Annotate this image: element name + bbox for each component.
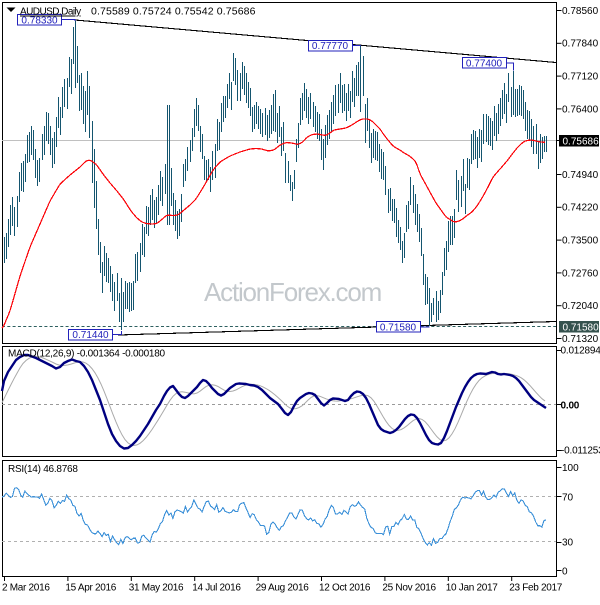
svg-text:0.00: 0.00 [561,400,580,411]
svg-text:0.71440: 0.71440 [72,330,109,341]
svg-text:0.77840: 0.77840 [562,39,599,50]
svg-text:0.74940: 0.74940 [562,170,599,181]
svg-text:15 Apr 2016: 15 Apr 2016 [65,583,116,594]
svg-text:-0.011253: -0.011253 [561,446,600,457]
svg-text:23 Feb 2017: 23 Feb 2017 [509,583,563,594]
svg-text:0.77400: 0.77400 [466,59,503,70]
svg-text:0.76400: 0.76400 [562,104,599,115]
svg-text:0.73500: 0.73500 [562,236,599,247]
svg-text:12 Oct 2016: 12 Oct 2016 [319,583,371,594]
svg-text:AUDUSD.Daily: AUDUSD.Daily [20,7,81,18]
svg-text:0.75686: 0.75686 [563,136,600,147]
svg-text:RSI(14) 46.8768: RSI(14) 46.8768 [8,464,78,475]
svg-text:0.71320: 0.71320 [562,334,599,345]
svg-text:70: 70 [562,492,574,503]
svg-text:0.72040: 0.72040 [562,301,599,312]
svg-text:0: 0 [562,566,568,577]
svg-text:29 Aug 2016: 29 Aug 2016 [256,583,310,594]
svg-text:0.012894: 0.012894 [561,345,600,356]
svg-text:0.77120: 0.77120 [562,72,599,83]
svg-text:MACD(12,26,9) -0.001364 -0.000: MACD(12,26,9) -0.001364 -0.000180 [8,349,166,360]
svg-text:10 Jan 2017: 10 Jan 2017 [446,583,498,594]
svg-text:ActionForex.com: ActionForex.com [204,277,381,307]
svg-text:0.72760: 0.72760 [562,268,599,279]
svg-text:25 Nov 2016: 25 Nov 2016 [382,583,436,594]
svg-text:0.74220: 0.74220 [562,203,599,214]
svg-text:30: 30 [562,537,574,548]
svg-text:0.71580: 0.71580 [380,323,417,334]
svg-text:100: 100 [562,463,579,474]
svg-text:2 Mar 2016: 2 Mar 2016 [2,583,50,594]
svg-text:31 May 2016: 31 May 2016 [129,583,184,594]
svg-text:0.77770: 0.77770 [312,41,349,52]
svg-text:0.75589 0.75724 0.75542 0.7568: 0.75589 0.75724 0.75542 0.75686 [91,6,256,18]
svg-text:0.78560: 0.78560 [562,6,599,17]
svg-text:14 Jul 2016: 14 Jul 2016 [192,583,241,594]
svg-text:0.71580: 0.71580 [563,322,600,333]
